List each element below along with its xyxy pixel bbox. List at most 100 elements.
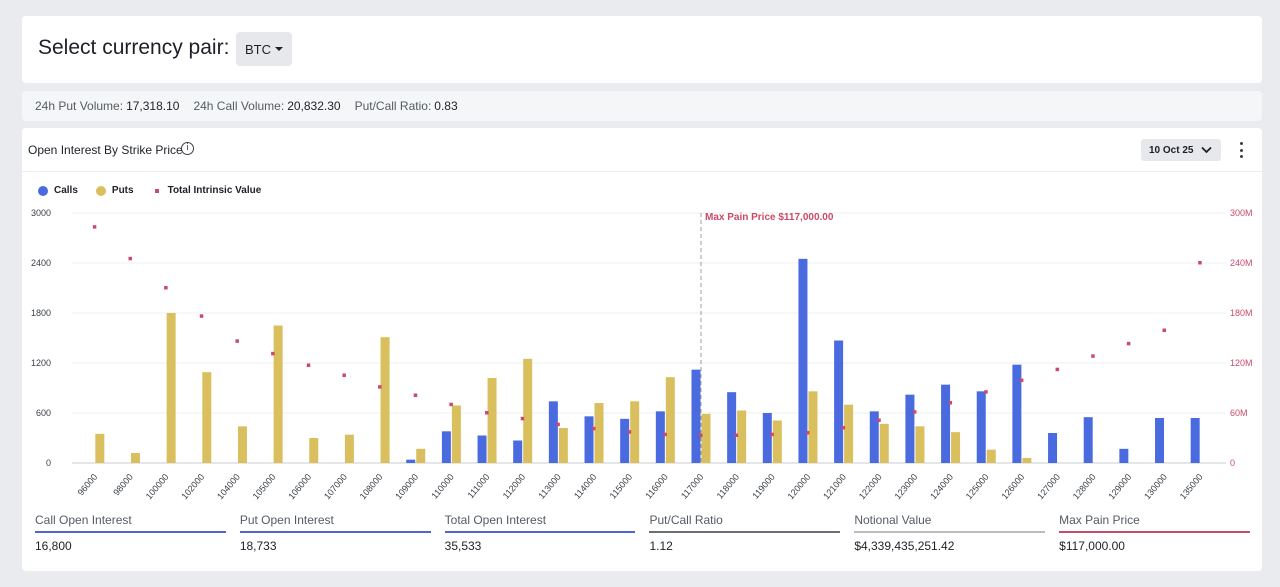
info-icon[interactable]: i bbox=[181, 142, 194, 155]
x-tick-label: 96000 bbox=[76, 472, 100, 498]
legend-item-puts[interactable]: Puts bbox=[95, 185, 134, 196]
puts-bar bbox=[451, 405, 461, 463]
puts-bar bbox=[273, 325, 283, 463]
puts-bar bbox=[808, 391, 818, 463]
puts-bar bbox=[844, 404, 854, 463]
puts-bar bbox=[737, 410, 747, 463]
intrinsic-value-point bbox=[1019, 378, 1024, 382]
x-tick-label: 130000 bbox=[1142, 472, 1169, 501]
calls-bar bbox=[941, 384, 951, 463]
x-tick-label: 107000 bbox=[322, 472, 349, 501]
x-tick-label: 119000 bbox=[750, 472, 777, 501]
calls-bar bbox=[798, 258, 808, 463]
open-interest-card: Open Interest By Strike Price i 10 Oct 2… bbox=[22, 128, 1262, 571]
intrinsic-value-point bbox=[805, 431, 810, 435]
calls-bar bbox=[976, 391, 986, 463]
intrinsic-legend-swatch bbox=[154, 188, 159, 193]
x-tick-label: 127000 bbox=[1035, 472, 1062, 501]
puts-bar bbox=[1022, 458, 1032, 463]
intrinsic-value-point bbox=[1126, 341, 1131, 346]
puts-bar bbox=[95, 433, 105, 463]
calls-bar bbox=[620, 418, 630, 463]
summary-max-pain: Max Pain Price $117,000.00 bbox=[1059, 513, 1250, 553]
x-tick-label: 111000 bbox=[465, 472, 491, 500]
x-tick-label: 128000 bbox=[1071, 472, 1098, 501]
x-tick-label: 113000 bbox=[536, 472, 563, 501]
x-tick-label: 102000 bbox=[179, 472, 206, 501]
calls-bar bbox=[834, 340, 844, 463]
more-options-icon[interactable] bbox=[1233, 140, 1249, 160]
summary-label: Put Open Interest bbox=[239, 513, 431, 533]
put-call-ratio-stat: Put/Call Ratio: 0.83 bbox=[354, 99, 458, 113]
summary-label: Put/Call Ratio bbox=[649, 513, 841, 533]
x-tick-label: 122000 bbox=[857, 472, 884, 501]
intrinsic-value-point bbox=[199, 314, 204, 318]
y-left-tick-label: 3000 bbox=[31, 208, 51, 218]
puts-bar bbox=[772, 420, 782, 463]
x-tick-label: 129000 bbox=[1106, 472, 1133, 501]
intrinsic-value-point bbox=[306, 363, 311, 367]
x-tick-label: 121000 bbox=[821, 472, 848, 501]
legend-item-calls[interactable]: Calls bbox=[38, 185, 78, 196]
summary-total-oi: Total Open Interest 35,533 bbox=[444, 513, 636, 553]
chevron-down-icon bbox=[1201, 146, 1213, 154]
summary-label: Max Pain Price bbox=[1059, 513, 1250, 533]
volume-stats-bar: 24h Put Volume: 17,318.10 24h Call Volume… bbox=[22, 91, 1262, 121]
y-right-tick-label: 60M bbox=[1230, 408, 1248, 418]
x-tick-label: 106000 bbox=[286, 472, 313, 501]
intrinsic-value-point bbox=[235, 339, 239, 343]
puts-bar bbox=[630, 401, 640, 463]
x-tick-label: 123000 bbox=[892, 472, 919, 501]
puts-bar bbox=[915, 426, 925, 463]
calls-bar bbox=[406, 459, 416, 463]
currency-pair-dropdown[interactable]: BTC bbox=[236, 32, 292, 66]
calls-bar bbox=[762, 413, 772, 463]
calls-bar bbox=[1119, 448, 1129, 463]
puts-bar bbox=[701, 413, 711, 463]
calls-bar bbox=[1190, 418, 1200, 463]
intrinsic-value-point bbox=[1091, 354, 1095, 358]
intrinsic-value-point bbox=[1198, 261, 1202, 265]
intrinsic-value-point bbox=[734, 433, 739, 437]
intrinsic-value-point bbox=[485, 411, 489, 415]
call-volume-stat: 24h Call Volume: 20,832.30 bbox=[193, 99, 341, 113]
puts-bar bbox=[951, 432, 961, 463]
calls-bar bbox=[727, 392, 737, 463]
x-tick-label: 109000 bbox=[393, 472, 420, 501]
intrinsic-value-point bbox=[663, 432, 667, 437]
calls-bar bbox=[441, 431, 451, 463]
puts-bar bbox=[879, 423, 889, 463]
intrinsic-value-point bbox=[128, 256, 132, 261]
x-tick-label: 116000 bbox=[643, 472, 670, 501]
calls-bar bbox=[1048, 433, 1058, 463]
intrinsic-value-point bbox=[520, 416, 525, 421]
intrinsic-value-point bbox=[698, 433, 703, 437]
legend-item-intrinsic[interactable]: Total Intrinsic Value bbox=[152, 185, 261, 196]
calls-bar bbox=[548, 401, 558, 463]
y-right-tick-label: 240M bbox=[1230, 258, 1253, 268]
max-pain-label: Max Pain Price $117,000.00 bbox=[705, 212, 834, 223]
puts-bar bbox=[309, 438, 319, 463]
page-title: Select currency pair: bbox=[38, 36, 230, 59]
expiry-date-dropdown[interactable]: 10 Oct 25 bbox=[1141, 139, 1221, 161]
x-tick-label: 110000 bbox=[429, 472, 456, 501]
summary-label: Total Open Interest bbox=[444, 513, 636, 533]
expiry-date-value: 10 Oct 25 bbox=[1149, 144, 1194, 156]
calls-bar bbox=[477, 435, 487, 463]
y-right-tick-label: 180M bbox=[1230, 308, 1253, 318]
chart-title: Open Interest By Strike Price bbox=[28, 143, 183, 157]
intrinsic-value-point bbox=[592, 426, 596, 431]
summary-value: 35,533 bbox=[444, 539, 482, 553]
puts-bar bbox=[594, 403, 604, 463]
legend-label-puts: Puts bbox=[111, 185, 134, 196]
x-tick-label: 104000 bbox=[215, 472, 242, 501]
summary-put-oi: Put Open Interest 18,733 bbox=[239, 513, 431, 553]
x-tick-label: 112000 bbox=[501, 472, 528, 501]
summary-value: 1.12 bbox=[649, 539, 673, 553]
intrinsic-value-point bbox=[877, 418, 881, 422]
intrinsic-value-point bbox=[449, 402, 453, 407]
puts-bar bbox=[986, 449, 996, 463]
calls-bar bbox=[1083, 417, 1093, 463]
calls-bar bbox=[691, 369, 701, 463]
x-tick-label: 135000 bbox=[1178, 472, 1205, 501]
